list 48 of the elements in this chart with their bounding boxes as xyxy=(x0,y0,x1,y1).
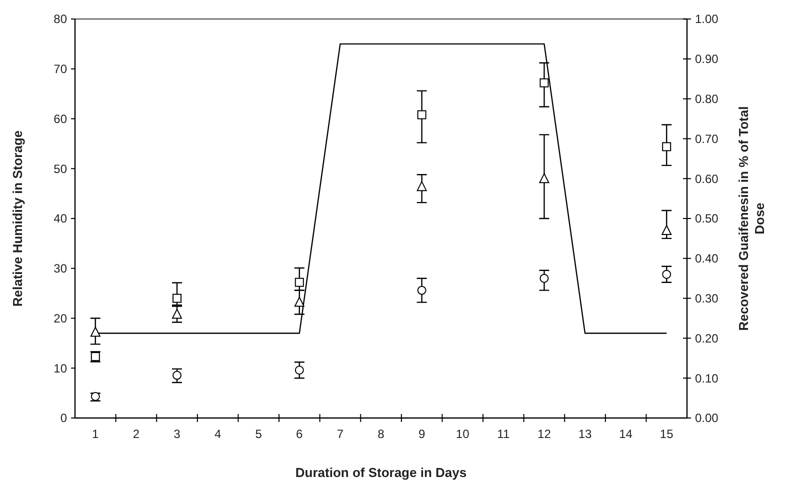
y-tick-label: 40 xyxy=(54,212,68,226)
point xyxy=(172,294,182,303)
x-tick-label: 14 xyxy=(619,427,633,441)
point xyxy=(662,224,672,235)
y-tick-label: 60 xyxy=(54,112,68,126)
y-tick-label: 80 xyxy=(54,12,68,26)
x-tick-label: 12 xyxy=(538,427,552,441)
y2-tick-label: 0.20 xyxy=(695,331,719,346)
y-tick-label: 50 xyxy=(54,162,68,176)
x-tick-label: 7 xyxy=(336,427,344,441)
point xyxy=(539,173,550,184)
y2-tick-label: 0.40 xyxy=(695,252,719,266)
point xyxy=(662,142,672,152)
x-axis-title: Duration of Storage in Days xyxy=(295,465,467,480)
point xyxy=(540,78,549,88)
y2-tick-label: 0.70 xyxy=(695,132,719,146)
y2-tick-label: 0.00 xyxy=(695,411,719,426)
y2-tick-label: 0.30 xyxy=(695,292,719,306)
point xyxy=(294,296,304,307)
x-tick-label: 13 xyxy=(578,427,592,441)
y2-tick-label: 0.90 xyxy=(695,52,719,66)
x-tick-label: 5 xyxy=(255,427,262,441)
x-tick-label: 6 xyxy=(296,427,304,441)
y2-tick-label: 0.10 xyxy=(695,371,719,386)
y-tick-label: 30 xyxy=(54,262,68,276)
y2-tick-label: 0.80 xyxy=(695,92,719,106)
y2-tick-label: 0.60 xyxy=(695,172,719,186)
y-axis-title: Relative Humidity in Storage xyxy=(10,130,25,307)
y-tick-label: 20 xyxy=(54,311,68,326)
x-tick-label: 8 xyxy=(378,427,385,441)
point xyxy=(294,278,304,287)
x-tick-label: 11 xyxy=(497,427,510,441)
point xyxy=(417,110,426,120)
y2-tick-label: 0.50 xyxy=(695,212,719,226)
x-tick-label: 10 xyxy=(456,427,470,441)
x-tick-label: 15 xyxy=(660,427,674,441)
y2-tick-label: 1.00 xyxy=(695,12,719,26)
x-tick-label: 9 xyxy=(418,427,426,441)
x-tick-label: 4 xyxy=(214,427,222,441)
x-tick-label: 1 xyxy=(92,427,100,441)
point xyxy=(416,181,427,192)
x-tick-label: 3 xyxy=(174,427,181,441)
y-tick-label: 10 xyxy=(54,361,68,376)
x-tick-label: 2 xyxy=(132,427,140,441)
y-tick-label: 70 xyxy=(54,62,68,76)
point xyxy=(90,326,100,337)
y-tick-label: 0 xyxy=(60,411,68,426)
y2-axis-title: Recovered Guaifenesin in % of Total Dose xyxy=(736,106,767,331)
